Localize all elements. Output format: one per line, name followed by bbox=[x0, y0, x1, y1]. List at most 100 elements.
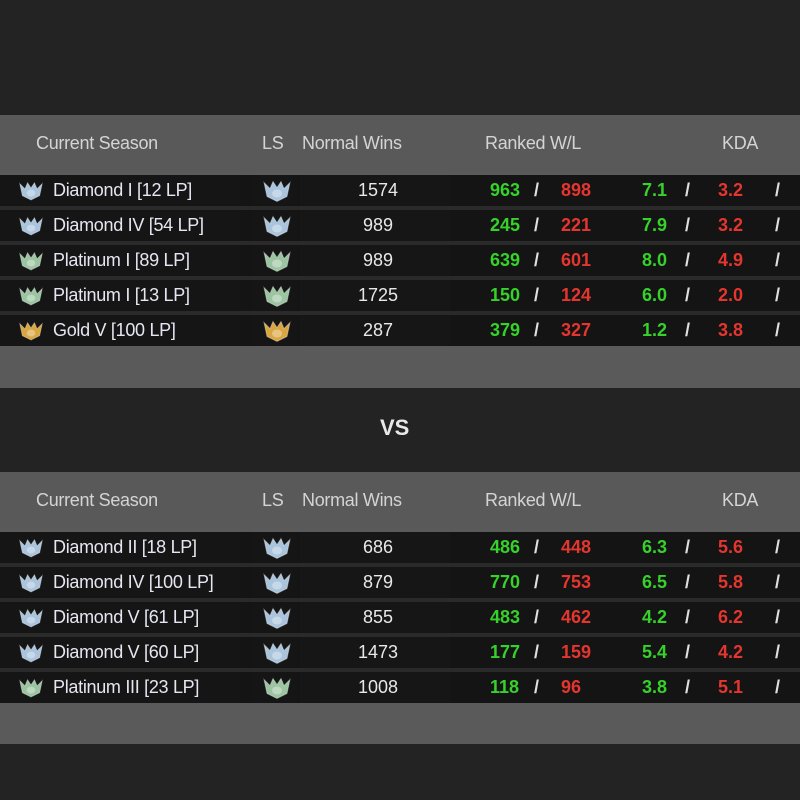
rank-cell: Diamond II [18 LP] bbox=[0, 532, 240, 563]
platinum-emblem-icon bbox=[263, 250, 291, 273]
diamond-rank-icon bbox=[18, 572, 44, 593]
slash-separator: / bbox=[775, 572, 781, 592]
player-row[interactable]: Platinum I [13 LP] 1725 150 / 124 6.0 / 2.0 / bbox=[0, 280, 800, 311]
slash-separator: / bbox=[534, 572, 540, 592]
header-ranked-wl: Ranked W/L bbox=[485, 133, 582, 153]
kda-kills-value: 1.2 bbox=[642, 320, 668, 340]
slash-separator: / bbox=[685, 285, 691, 305]
platinum-emblem-icon bbox=[263, 285, 291, 308]
slash-separator: / bbox=[534, 677, 540, 697]
kda-cell: 6.0 / 2.0 / bbox=[630, 280, 800, 311]
normal-wins-cell: 287 bbox=[300, 315, 450, 346]
normal-wins-value: 879 bbox=[362, 572, 394, 592]
slash-separator: / bbox=[534, 180, 540, 200]
player-row[interactable]: Diamond IV [100 LP] 879 770 / 753 6.5 / 5.8 / bbox=[0, 567, 800, 598]
slash-separator: / bbox=[775, 537, 781, 557]
normal-wins-cell: 686 bbox=[300, 532, 450, 563]
kda-deaths-value: 3.2 bbox=[718, 180, 744, 200]
player-row[interactable]: Platinum I [89 LP] 989 639 / 601 8.0 / 4.9 / bbox=[0, 245, 800, 276]
rank-label: Diamond V [61 LP] bbox=[53, 607, 199, 627]
normal-wins-value: 1574 bbox=[357, 180, 399, 200]
slash-separator: / bbox=[775, 215, 781, 235]
platinum-rank-icon bbox=[18, 285, 44, 306]
ranked-losses-value: 96 bbox=[561, 677, 582, 697]
ranked-losses-value: 601 bbox=[561, 250, 592, 270]
slash-separator: / bbox=[685, 215, 691, 235]
normal-wins-value: 989 bbox=[362, 250, 394, 270]
ranked-wins-value: 245 bbox=[490, 215, 521, 235]
ranked-wins-value: 770 bbox=[490, 572, 521, 592]
platinum-last-season-icon bbox=[262, 283, 292, 308]
player-row[interactable]: Diamond V [61 LP] 855 483 / 462 4.2 / 6.2 / bbox=[0, 602, 800, 633]
header-current-season: Current Season bbox=[36, 490, 158, 510]
ranked-wins-value: 118 bbox=[490, 677, 520, 697]
header-ls: LS bbox=[262, 490, 284, 510]
diamond-last-season-icon bbox=[262, 178, 292, 203]
header-kda: KDA bbox=[722, 490, 759, 510]
team-2-panel: Current Season LS Normal Wins Ranked W/L… bbox=[0, 472, 800, 744]
slash-separator: / bbox=[685, 250, 691, 270]
normal-wins-cell: 1574 bbox=[300, 175, 450, 206]
ranked-wins-value: 177 bbox=[490, 642, 521, 662]
ranked-wins-value: 963 bbox=[490, 180, 521, 200]
ls-cell bbox=[253, 175, 297, 206]
ranked-losses-value: 124 bbox=[561, 285, 592, 305]
gold-last-season-icon bbox=[262, 318, 292, 343]
rank-label: Diamond I [12 LP] bbox=[53, 180, 192, 200]
kda-kills-value: 6.3 bbox=[642, 537, 668, 557]
team-1-header: Current Season LS Normal Wins Ranked W/L… bbox=[0, 115, 800, 172]
kda-cell: 4.2 / 6.2 / bbox=[630, 602, 800, 633]
normal-wins-cell: 1725 bbox=[300, 280, 450, 311]
diamond-rank-icon bbox=[18, 537, 44, 558]
rank-label: Gold V [100 LP] bbox=[53, 320, 176, 340]
diamond-emblem-icon bbox=[263, 537, 291, 560]
kda-deaths-value: 3.8 bbox=[718, 320, 744, 340]
kda-kills-value: 3.8 bbox=[642, 677, 668, 697]
kda-kills-value: 6.0 bbox=[642, 285, 668, 305]
rank-cell: Diamond IV [54 LP] bbox=[0, 210, 240, 241]
slash-separator: / bbox=[534, 250, 540, 270]
ranked-wl-cell: 379 / 327 bbox=[478, 315, 608, 346]
platinum-rank-icon bbox=[18, 677, 44, 698]
slash-separator: / bbox=[685, 642, 691, 662]
platinum-emblem-icon bbox=[263, 677, 291, 700]
slash-separator: / bbox=[775, 677, 781, 697]
header-ls: LS bbox=[262, 133, 284, 153]
normal-wins-value: 1473 bbox=[357, 642, 399, 662]
rank-cell: Diamond V [61 LP] bbox=[0, 602, 240, 633]
diamond-last-season-icon bbox=[262, 213, 292, 238]
rank-label: Diamond II [18 LP] bbox=[53, 537, 197, 557]
slash-separator: / bbox=[685, 572, 691, 592]
ranked-wl-cell: 118 / 96 bbox=[478, 672, 608, 703]
player-row[interactable]: Platinum III [23 LP] 1008 118 / 96 3.8 / 5.1 / bbox=[0, 672, 800, 703]
ranked-wl-cell: 486 / 448 bbox=[478, 532, 608, 563]
header-kda: KDA bbox=[722, 133, 759, 153]
diamond-rank-icon bbox=[18, 642, 44, 663]
diamond-last-season-icon bbox=[262, 640, 292, 665]
team-1-panel: Current Season LS Normal Wins Ranked W/L… bbox=[0, 115, 800, 388]
player-row[interactable]: Diamond V [60 LP] 1473 177 / 159 5.4 / 4.2 / bbox=[0, 637, 800, 668]
player-row[interactable]: Diamond IV [54 LP] 989 245 / 221 7.9 / 3.2 / bbox=[0, 210, 800, 241]
header-current-season: Current Season bbox=[36, 133, 158, 153]
diamond-emblem-icon bbox=[263, 607, 291, 630]
rank-label: Diamond V [60 LP] bbox=[53, 642, 199, 662]
ranked-losses-value: 462 bbox=[561, 607, 592, 627]
diamond-emblem-icon bbox=[19, 216, 43, 236]
header-normal-wins: Normal Wins bbox=[302, 490, 402, 510]
ls-cell bbox=[253, 637, 297, 668]
normal-wins-value: 686 bbox=[362, 537, 394, 557]
player-row[interactable]: Diamond II [18 LP] 686 486 / 448 6.3 / 5.6 / bbox=[0, 532, 800, 563]
player-row[interactable]: Diamond I [12 LP] 1574 963 / 898 7.1 / 3.2 / bbox=[0, 175, 800, 206]
ranked-wins-value: 486 bbox=[490, 537, 521, 557]
normal-wins-value: 989 bbox=[362, 215, 394, 235]
team-2-rows: Diamond II [18 LP] 686 486/448 6.3/5.6/Diam… bbox=[0, 532, 800, 703]
kda-kills-value: 7.9 bbox=[642, 215, 668, 235]
diamond-emblem-icon bbox=[263, 215, 291, 238]
platinum-rank-icon bbox=[18, 250, 44, 271]
ranked-wl-cell: 639 / 601 bbox=[478, 245, 608, 276]
player-row[interactable]: Gold V [100 LP] 287 379 / 327 1.2 / 3.8 / bbox=[0, 315, 800, 346]
normal-wins-cell: 1473 bbox=[300, 637, 450, 668]
kda-deaths-value: 6.2 bbox=[718, 607, 744, 627]
normal-wins-cell: 1008 bbox=[300, 672, 450, 703]
diamond-emblem-icon bbox=[263, 180, 291, 203]
